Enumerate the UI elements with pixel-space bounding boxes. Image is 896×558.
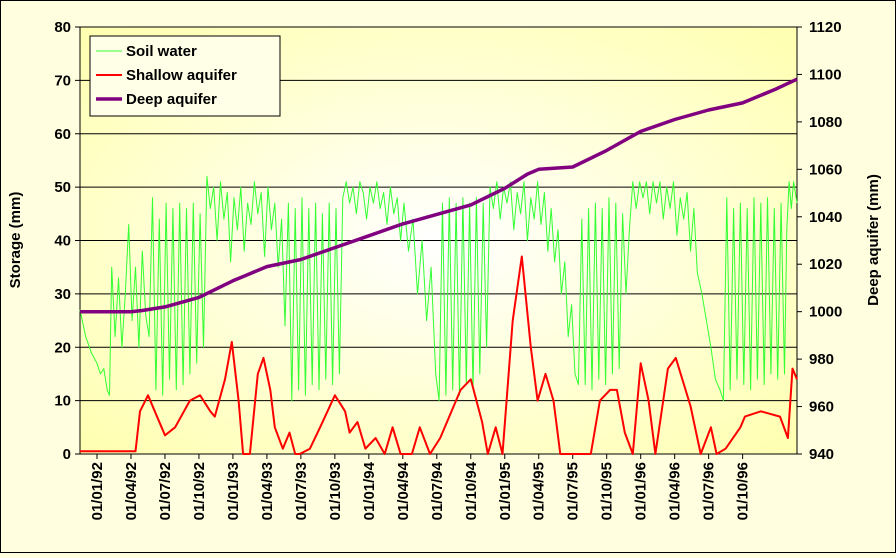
- x-tick-label: 01/04/95: [531, 462, 548, 520]
- x-tick-label: 01/07/93: [293, 462, 310, 520]
- y-tick-label: 50: [54, 179, 71, 196]
- y-tick-label: 70: [54, 72, 71, 89]
- x-tick-label: 01/01/96: [633, 462, 650, 520]
- series-line: [80, 77, 798, 314]
- x-tick-label: 01/04/96: [667, 462, 684, 520]
- y2-tick-label: 1020: [809, 256, 842, 273]
- series-line: [80, 255, 798, 455]
- y-tick-label: 30: [54, 286, 71, 303]
- legend-label: Deep aquifer: [126, 91, 217, 108]
- x-tick-label: 01/07/96: [701, 462, 718, 520]
- y2-tick-label: 940: [809, 446, 834, 463]
- x-tick-label: 01/07/92: [157, 462, 174, 520]
- legend-label: Shallow aquifer: [126, 67, 237, 84]
- x-tick-label: 01/04/94: [395, 461, 412, 520]
- series-line: [79, 175, 798, 402]
- legend-label: Soil water: [126, 43, 197, 60]
- x-tick-label: 01/07/94: [429, 461, 446, 520]
- y-tick-label: 40: [54, 233, 71, 250]
- x-tick-label: 01/10/96: [735, 462, 752, 520]
- y2-tick-label: 1000: [809, 304, 842, 321]
- x-tick-label: 01/04/93: [259, 462, 276, 520]
- y2-tick-label: 980: [809, 351, 834, 368]
- x-tick-label: 01/10/93: [327, 462, 344, 520]
- y2-tick-label: 1100: [809, 66, 842, 83]
- y-tick-label: 20: [54, 339, 71, 356]
- y-tick-label: 0: [63, 446, 71, 463]
- y-tick-label: 80: [54, 19, 71, 36]
- x-tick-label: 01/01/94: [361, 461, 378, 520]
- y-tick-label: 10: [54, 393, 71, 410]
- y2-tick-label: 1060: [809, 161, 842, 178]
- x-tick-label: 01/10/95: [599, 462, 616, 520]
- y2-tick-label: 1040: [809, 209, 842, 226]
- x-tick-label: 01/07/95: [565, 462, 582, 520]
- y-axis-title: Storage (mm): [7, 192, 24, 289]
- x-tick-label: 01/10/94: [463, 461, 480, 520]
- x-tick-label: 01/01/93: [225, 462, 242, 520]
- x-tick-label: 01/01/95: [497, 462, 514, 520]
- x-tick-label: 01/10/92: [191, 462, 208, 520]
- y2-axis-title: Deep aquifer (mm): [865, 174, 882, 306]
- y2-tick-label: 960: [809, 399, 834, 416]
- y2-tick-label: 1120: [809, 19, 842, 36]
- x-tick-label: 01/04/92: [123, 462, 140, 520]
- y-tick-label: 60: [54, 126, 71, 143]
- x-tick-label: 01/01/92: [89, 462, 106, 520]
- y2-tick-label: 1080: [809, 114, 842, 131]
